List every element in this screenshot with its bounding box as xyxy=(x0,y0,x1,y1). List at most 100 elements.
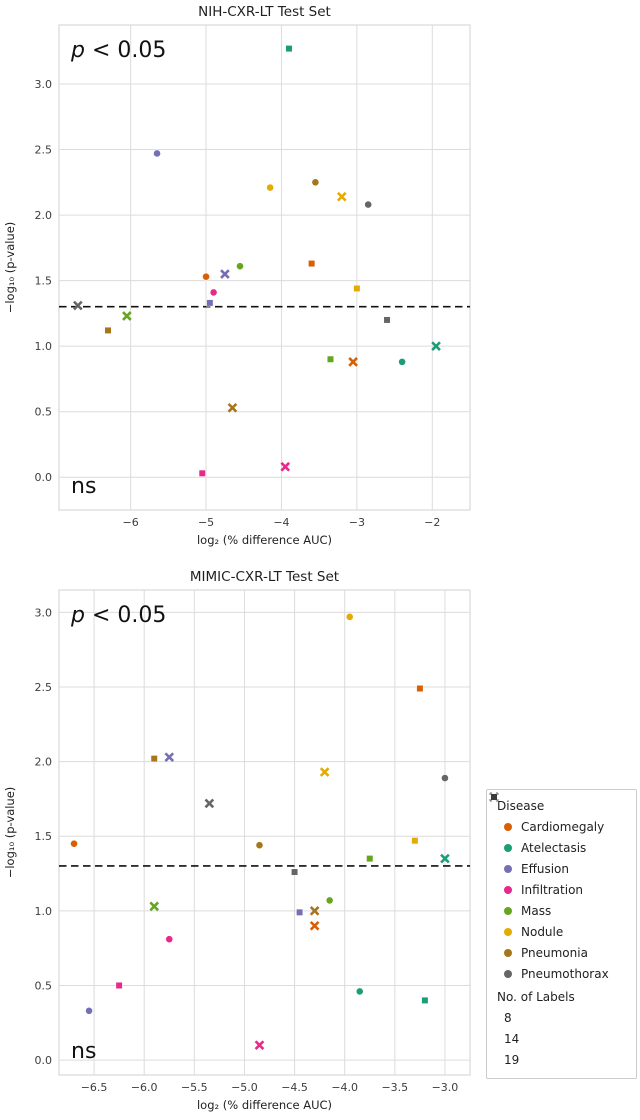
point-mass-19 xyxy=(366,855,374,863)
ns-annotation: ns xyxy=(71,1039,96,1064)
legend-item-label: Pneumonia xyxy=(521,945,588,960)
legend-label-items: 8 14 19 xyxy=(489,792,626,1070)
point-atelectasis-8 xyxy=(355,987,364,996)
y-tick-label: 1.0 xyxy=(35,340,53,353)
point-mass-14 xyxy=(149,901,160,912)
x-tick-label: −4.5 xyxy=(281,1081,308,1094)
point-pneumothorax-19 xyxy=(383,316,391,324)
y-tick-label: 0.5 xyxy=(35,406,53,419)
point-atelectasis-8 xyxy=(398,357,407,366)
y-axis-label: −log₁₀ (p-value) xyxy=(3,222,17,314)
y-tick-label: 0.5 xyxy=(35,979,53,992)
cardiomegaly-swatch-icon xyxy=(504,822,512,831)
legend-item-labels-14: 14 xyxy=(489,792,626,1049)
point-effusion-14 xyxy=(220,269,230,279)
x-tick-label: −5.5 xyxy=(181,1081,208,1094)
legend-item-label: Effusion xyxy=(521,861,569,876)
chart-title: NIH-CXR-LT Test Set xyxy=(198,4,331,20)
legend-item-atelectasis: Atelectasis xyxy=(497,837,626,858)
point-nodule-19 xyxy=(353,284,361,293)
infiltration-swatch-icon xyxy=(504,885,512,894)
legend-item-label: 8 xyxy=(504,1010,512,1025)
legend-item-infiltration: Infiltration xyxy=(497,879,626,900)
point-mass-19 xyxy=(326,355,335,363)
point-effusion-19 xyxy=(206,299,214,307)
point-atelectasis-14 xyxy=(440,853,450,864)
point-atelectasis-19 xyxy=(421,996,429,1004)
point-pneumonia-14 xyxy=(309,906,320,916)
chart-title: MIMIC-CXR-LT Test Set xyxy=(190,569,339,585)
point-mass-8 xyxy=(236,262,244,271)
point-infiltration-8 xyxy=(209,288,218,297)
y-tick-label: 3.0 xyxy=(35,606,53,619)
point-effusion-14 xyxy=(164,752,175,762)
x-tick-label: −6.5 xyxy=(81,1081,108,1094)
legend-item-cardiomegaly: Cardiomegaly xyxy=(497,816,626,837)
legend-item-pneumothorax: Pneumothorax xyxy=(497,963,626,984)
x-tick-label: −6.0 xyxy=(131,1081,158,1094)
square-marker-icon xyxy=(490,793,498,801)
y-tick-label: 2.5 xyxy=(35,144,53,157)
x-axis-label: log₂ (% difference AUC) xyxy=(197,533,332,547)
legend-item-label: Mass xyxy=(521,903,552,918)
plot-area xyxy=(59,25,470,510)
pneumonia-swatch-icon xyxy=(504,948,512,957)
x-tick-label: −5 xyxy=(198,516,214,529)
point-nodule-14 xyxy=(319,767,330,777)
x-tick-label: −2 xyxy=(424,516,440,529)
atelectasis-swatch-icon xyxy=(504,843,512,852)
point-effusion-8 xyxy=(153,149,161,158)
legend-item-effusion: Effusion xyxy=(497,858,626,879)
point-mass-14 xyxy=(122,311,132,321)
point-cardiomegaly-19 xyxy=(416,684,424,693)
legend-item-labels-19: 19 xyxy=(490,793,626,1070)
point-pneumonia-8 xyxy=(311,178,320,187)
y-tick-label: 0.0 xyxy=(35,1054,53,1067)
pneumothorax-swatch-icon xyxy=(504,969,512,978)
y-tick-label: 0.0 xyxy=(35,471,53,484)
y-tick-label: 3.0 xyxy=(35,78,53,91)
plot-area xyxy=(59,590,470,1075)
point-cardiomegaly-19 xyxy=(308,259,316,268)
x-tick-label: −3.5 xyxy=(381,1081,408,1094)
p-threshold-annotation: p < 0.05 xyxy=(70,38,166,63)
legend-item-label: Nodule xyxy=(521,924,564,939)
legend-labels-title: No. of Labels xyxy=(497,990,575,1004)
y-tick-label: 1.5 xyxy=(35,275,53,288)
point-effusion-19 xyxy=(295,908,304,916)
legend: Disease Cardiomegaly Atelectasis Effusion I… xyxy=(486,789,637,1079)
point-pneumonia-19 xyxy=(150,755,158,763)
point-atelectasis-14 xyxy=(431,341,441,351)
x-tick-label: −4 xyxy=(273,516,289,529)
point-cardiomegaly-14 xyxy=(348,357,358,367)
point-pneumothorax-14 xyxy=(204,798,215,809)
legend-item-label: Pneumothorax xyxy=(521,966,609,981)
x-tick-label: −3.0 xyxy=(432,1081,459,1094)
ns-annotation: ns xyxy=(71,474,96,499)
point-mass-8 xyxy=(325,896,334,905)
x-tick-label: −5.0 xyxy=(231,1081,258,1094)
point-pneumonia-19 xyxy=(104,326,112,335)
point-pneumonia-8 xyxy=(255,841,264,850)
legend-item-label: 14 xyxy=(504,1031,520,1046)
point-infiltration-19 xyxy=(115,981,123,990)
point-pneumothorax-14 xyxy=(73,300,83,311)
point-infiltration-19 xyxy=(198,469,206,477)
legend-item-label: Infiltration xyxy=(521,882,584,897)
y-axis-label: −log₁₀ (p-value) xyxy=(3,787,17,879)
y-tick-label: 1.0 xyxy=(35,905,53,918)
x-tick-label: −6 xyxy=(123,516,139,529)
legend-item-label: Cardiomegaly xyxy=(521,819,605,834)
point-nodule-8 xyxy=(266,183,275,192)
x-axis-label: log₂ (% difference AUC) xyxy=(197,1098,332,1112)
mass-swatch-icon xyxy=(504,906,512,915)
p-threshold-annotation: p < 0.05 xyxy=(70,603,166,628)
point-pneumonia-14 xyxy=(227,402,238,413)
point-pneumothorax-8 xyxy=(441,774,449,782)
plot-border xyxy=(58,24,471,511)
point-cardiomegaly-14 xyxy=(309,920,320,931)
x-tick-label: −4.0 xyxy=(331,1081,358,1094)
legend-disease-items: Cardiomegaly Atelectasis Effusion Infiltrat… xyxy=(497,816,626,984)
